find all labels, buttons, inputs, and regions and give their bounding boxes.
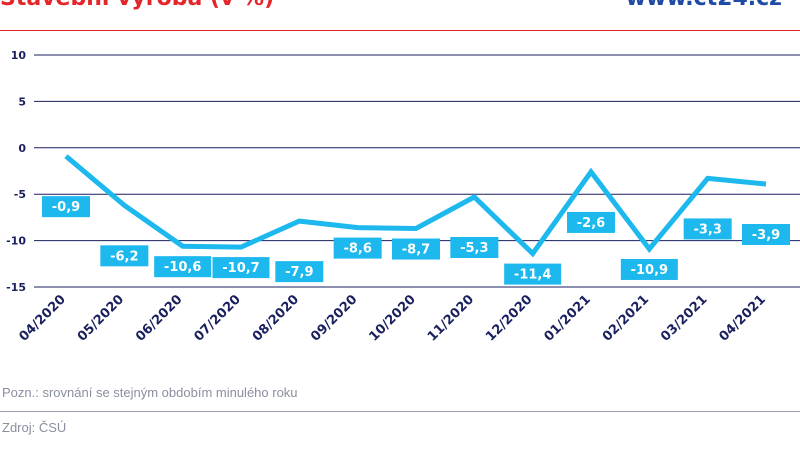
x-tick-label: 12/2020 bbox=[483, 292, 535, 344]
y-tick-label: -10 bbox=[6, 235, 26, 248]
x-tick-label: 02/2021 bbox=[600, 292, 652, 344]
data-label-box bbox=[504, 263, 562, 285]
data-label: -8,7 bbox=[402, 243, 430, 258]
data-label: -7,9 bbox=[285, 265, 313, 280]
data-label: -2,6 bbox=[577, 216, 605, 231]
data-label: -5,3 bbox=[460, 241, 488, 256]
y-tick-label: 0 bbox=[18, 142, 26, 155]
x-tick-label: 08/2020 bbox=[250, 292, 302, 344]
data-label: -0,9 bbox=[52, 200, 80, 215]
data-label: -8,6 bbox=[343, 242, 371, 257]
data-label-box bbox=[42, 196, 90, 218]
x-tick-label: 09/2020 bbox=[308, 292, 360, 344]
data-label: -10,7 bbox=[222, 261, 259, 276]
x-tick-label: 10/2020 bbox=[366, 292, 418, 344]
data-label-box bbox=[100, 245, 149, 267]
source-note: Zdroj: ČSÚ bbox=[2, 420, 67, 435]
data-label-box bbox=[154, 256, 212, 278]
data-label-box bbox=[742, 223, 790, 245]
data-label-box bbox=[392, 238, 440, 260]
data-label: -3,3 bbox=[693, 222, 721, 237]
data-label-box bbox=[620, 258, 678, 280]
x-tick-label: 04/2020 bbox=[16, 292, 68, 344]
y-tick-label: 10 bbox=[11, 49, 27, 62]
x-tick-label: 11/2020 bbox=[425, 292, 477, 344]
x-tick-label: 03/2021 bbox=[658, 292, 710, 344]
data-label-box bbox=[450, 236, 499, 258]
footer-divider bbox=[0, 411, 800, 412]
x-tick-label: 06/2020 bbox=[133, 292, 185, 344]
x-tick-label: 07/2020 bbox=[191, 292, 243, 344]
line-chart: 10 5 0 -5 -10 -15 -0,9 -6,2 -10,6 -10,7 -7,9 -8,6 -8… bbox=[6, 49, 800, 345]
brand-url[interactable]: www.ct24.cz bbox=[626, 0, 782, 11]
data-label-box bbox=[212, 257, 270, 279]
y-tick-label: 5 bbox=[18, 95, 26, 108]
data-label: -10,6 bbox=[164, 260, 201, 275]
footnote: Pozn.: srovnání se stejným obdobím minul… bbox=[2, 385, 298, 400]
x-tick-label: 05/2020 bbox=[75, 292, 127, 344]
data-label-box bbox=[275, 261, 324, 283]
chart-title: Stavební výroba (v %) bbox=[0, 0, 274, 11]
x-tick-label: 01/2021 bbox=[541, 292, 593, 344]
data-label-box bbox=[683, 218, 732, 240]
header-divider bbox=[0, 30, 800, 31]
data-label: -11,4 bbox=[514, 268, 551, 283]
y-tick-label: -15 bbox=[6, 281, 26, 294]
y-tick-label: -5 bbox=[14, 188, 26, 201]
data-label: -3,9 bbox=[752, 228, 780, 243]
data-label: -6,2 bbox=[110, 249, 138, 264]
data-label-box bbox=[333, 237, 382, 259]
data-label: -10,9 bbox=[631, 263, 668, 278]
x-tick-label: 04/2021 bbox=[716, 292, 768, 344]
series-line bbox=[64, 154, 767, 258]
data-label-box bbox=[567, 211, 615, 233]
